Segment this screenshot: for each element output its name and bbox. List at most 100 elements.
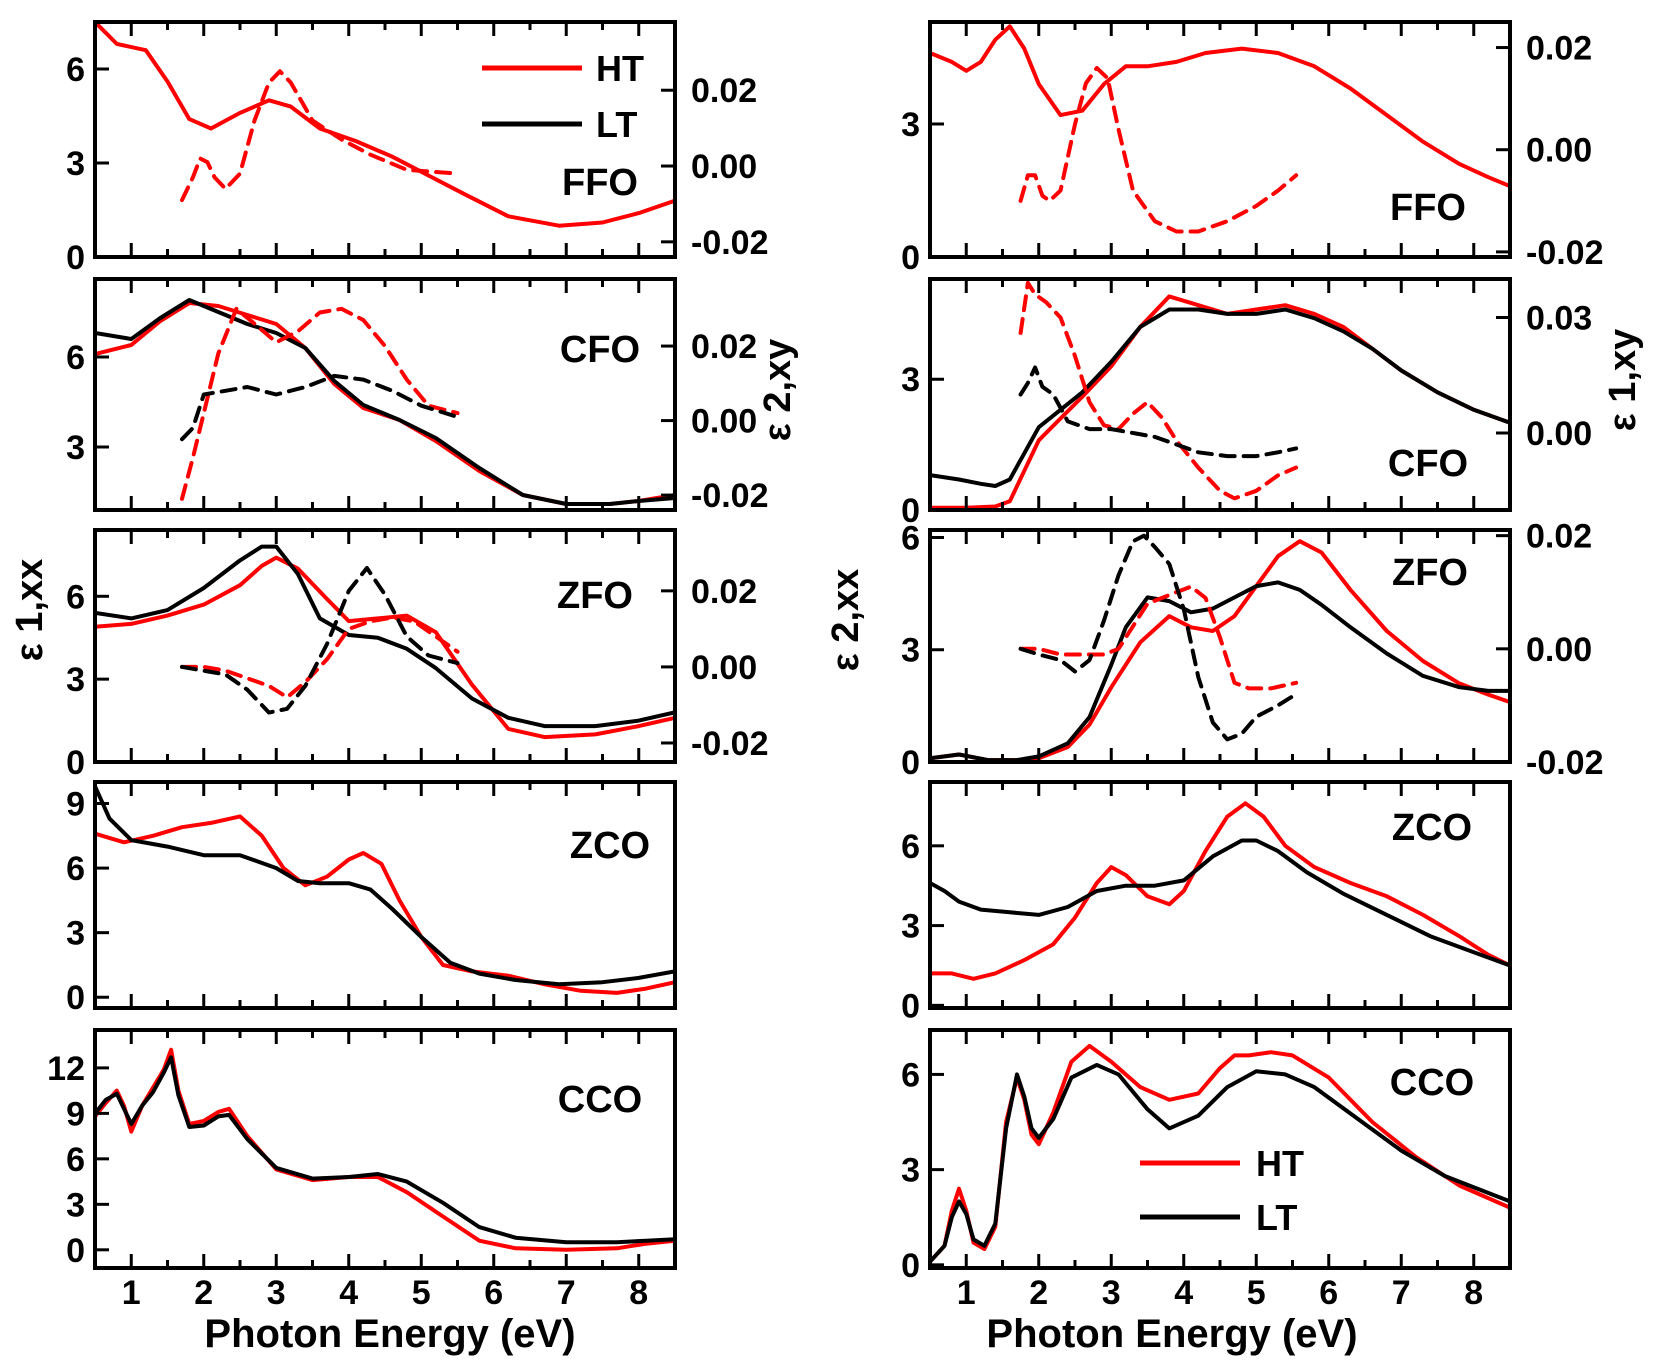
y-tick-label: 0 (901, 987, 920, 1025)
y-tick-label: 6 (66, 51, 85, 89)
series-ht-dashed-right (180, 615, 460, 700)
series-ht-solid-left (95, 1047, 675, 1252)
y-tick-label: 6 (66, 578, 85, 616)
xlabel-left: Photon Energy (eV) (204, 1312, 575, 1356)
y2-tick-label: -0.02 (691, 224, 769, 262)
panel-series (930, 533, 1510, 762)
x-tick-label: 8 (1464, 1274, 1483, 1312)
x-tick-label: 7 (557, 1274, 576, 1312)
y-tick-label: 3 (901, 361, 920, 399)
series-lt-solid-left (930, 307, 1510, 488)
y-tick-label: 6 (901, 828, 920, 866)
y-tick-label: 3 (901, 632, 920, 670)
y-tick-label: 0 (901, 492, 920, 530)
y2-tick-label: 0.02 (691, 573, 757, 611)
legend-ht-label: HT (596, 48, 644, 89)
panel-left-ZFO: 0 3 6 -0.02 0.00 0.02 ZFO (66, 528, 769, 782)
legend-left-ffo: HT LT (482, 48, 644, 145)
panel-right-ZFO: 0 3 6 -0.02 0.00 0.02 ZFO (901, 518, 1603, 782)
panel-left-ZCO: 0 3 6 9 ZCO (66, 780, 677, 1017)
series-lt-dashed-right (1018, 533, 1299, 742)
series-lt-dashed-right (180, 566, 460, 715)
y-tick-label: 6 (66, 339, 85, 377)
panel-series (95, 298, 675, 506)
y2-tick-label: 0.00 (691, 649, 757, 687)
series-ht-dashed-right (1018, 584, 1299, 691)
panel-label: CCO (1390, 1062, 1474, 1104)
series-lt-solid-left (930, 580, 1510, 762)
y2-tick-label: -0.02 (691, 725, 769, 763)
series-ht-dashed-right (180, 306, 460, 501)
y-tick-label: 6 (66, 850, 85, 888)
x-tick-label: 7 (1392, 1274, 1411, 1312)
panel-frame (93, 277, 677, 512)
legend-ht-label: HT (1256, 1143, 1304, 1184)
panel-frame (93, 780, 677, 1010)
panel-label: CFO (560, 329, 640, 371)
ylabel-eps1xx: ε 1,xx (9, 559, 51, 662)
legend-lt-label: LT (1256, 1197, 1297, 1238)
y2-tick-label: 0.02 (1526, 518, 1592, 556)
y2-tick-label: 0.02 (1526, 30, 1592, 68)
y-tick-label: 0 (66, 744, 85, 782)
y-tick-label: 0 (901, 239, 920, 277)
series-ht-solid-left (930, 801, 1510, 981)
x-tick-label: 6 (1319, 1274, 1338, 1312)
series-ht-dashed-right (180, 69, 460, 203)
panel-label: CCO (558, 1079, 642, 1121)
y2-tick-label: 0.03 (1526, 300, 1592, 338)
y-tick-label: 6 (66, 1141, 85, 1179)
panel-series (95, 544, 675, 740)
x-tick-label: 5 (412, 1274, 431, 1312)
y-tick-label: 6 (901, 1056, 920, 1094)
y-tick-label: 3 (901, 1152, 920, 1190)
panel-series (95, 784, 675, 995)
panel-series (95, 1047, 675, 1252)
xlabel-right: Photon Energy (eV) (986, 1312, 1357, 1356)
panel-label: ZCO (570, 825, 650, 867)
x-tick-label: 3 (267, 1274, 286, 1312)
x-tick-label: 4 (339, 1274, 358, 1312)
y2-tick-label: 0.00 (691, 403, 757, 441)
panel-left-FFO: 0 3 6 -0.02 0.00 0.02 FFO (66, 20, 769, 277)
y-tick-label: 9 (66, 1095, 85, 1133)
y-tick-label: 3 (66, 661, 85, 699)
y2-tick-label: 0.02 (691, 328, 757, 366)
y-tick-label: 0 (66, 1232, 85, 1270)
panel-right-CFO: 0 3 0.00 0.03 CFO (901, 277, 1592, 530)
y-tick-label: 3 (66, 915, 85, 953)
x-tick-label: 2 (194, 1274, 213, 1312)
panel-right-ZCO: 0 3 6 ZCO (901, 780, 1512, 1025)
panel-left-CFO: 3 6 -0.02 0.00 0.02 CFO (66, 277, 769, 515)
legend-right-cco: HT LT (1140, 1143, 1304, 1238)
y2-tick-label: -0.02 (1526, 234, 1604, 272)
panel-label: CFO (1388, 443, 1468, 485)
panel-series (930, 280, 1510, 510)
y-tick-label: 9 (66, 786, 85, 824)
y-tick-label: 3 (66, 1186, 85, 1224)
x-tick-label: 4 (1174, 1274, 1193, 1312)
y2-tick-label: -0.02 (691, 477, 769, 515)
series-lt-solid-left (95, 544, 675, 729)
panel-right-CCO: 1 2 3 4 5 6 7 8 0 3 6 CCO (901, 1028, 1512, 1312)
series-ht-solid-left (95, 22, 675, 228)
panel-frame (93, 1028, 677, 1270)
series-ht-dashed-right (1018, 66, 1299, 234)
y-tick-label: 12 (47, 1050, 85, 1088)
legend-lt-label: LT (596, 104, 637, 145)
series-ht-dashed-right (1018, 280, 1299, 501)
x-tick-label: 2 (1029, 1274, 1048, 1312)
panel-series (930, 801, 1510, 981)
series-lt-dashed-right (1018, 365, 1299, 459)
series-ht-solid-left (95, 814, 675, 995)
panel-label: ZFO (1392, 552, 1468, 594)
panel-label: FFO (1390, 187, 1466, 229)
y2-tick-label: -0.02 (1526, 744, 1604, 782)
series-lt-solid-left (95, 1055, 675, 1245)
y-tick-label: 3 (901, 908, 920, 946)
panel-label: ZFO (557, 575, 633, 617)
panels-layer: 0 3 6 -0.02 0.00 0.02 FFO 3 6 -0.02 0.00 0.02 CFO 0 3 6… (47, 20, 1604, 1312)
panel-series (95, 22, 675, 228)
